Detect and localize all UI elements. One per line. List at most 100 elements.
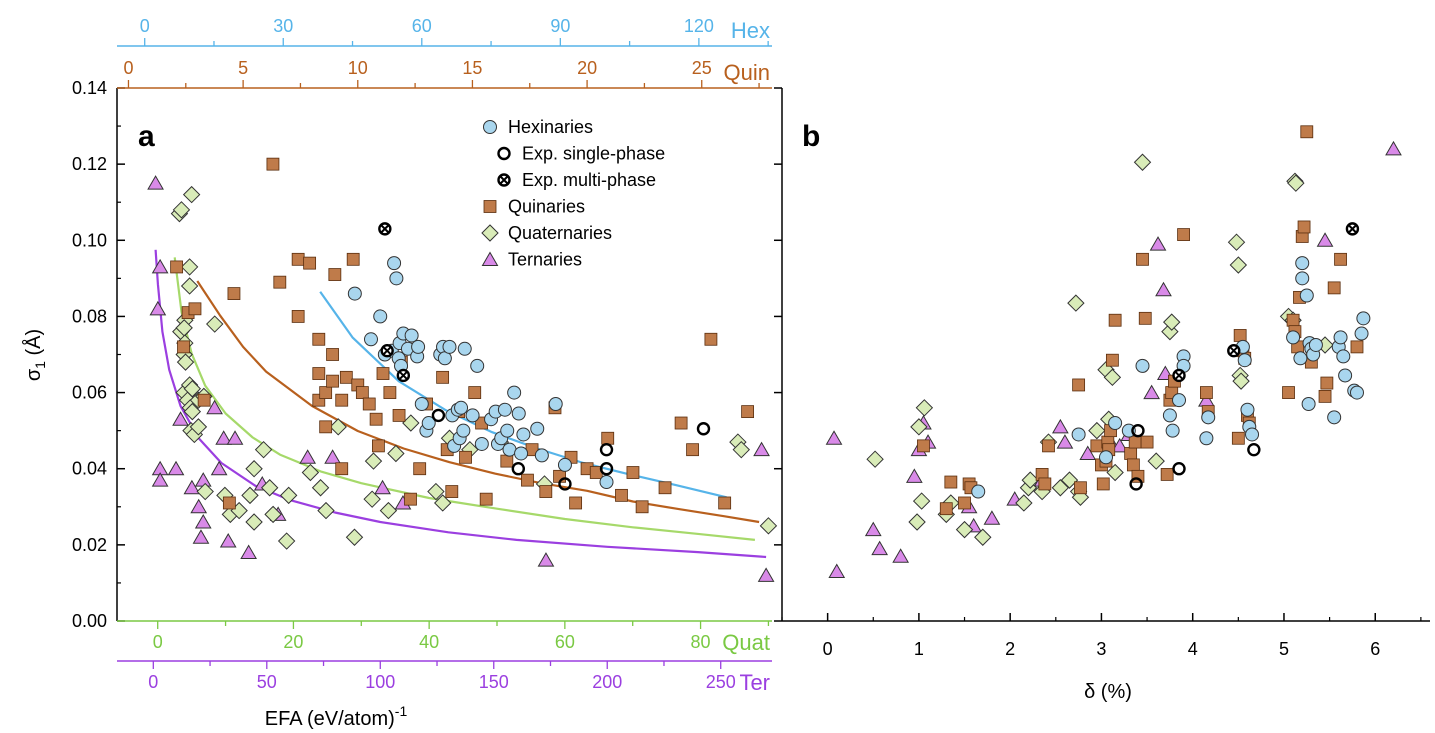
legend-quin-marker bbox=[483, 200, 497, 213]
quin-point bbox=[339, 370, 353, 384]
quin-marker-shape bbox=[479, 492, 493, 506]
quat-marker-shape bbox=[1133, 153, 1152, 171]
quin-point-b bbox=[1231, 431, 1245, 445]
y-tick-label: 0.08 bbox=[72, 306, 107, 326]
quin-point bbox=[392, 409, 406, 422]
quat-point-b bbox=[1227, 233, 1246, 251]
hex-marker-shape bbox=[1295, 256, 1310, 271]
quin-marker-shape bbox=[1282, 386, 1295, 399]
quat-tick-label: 40 bbox=[419, 632, 439, 652]
hex-point bbox=[411, 339, 426, 354]
hex-point bbox=[507, 385, 522, 400]
quat-marker-shape bbox=[915, 399, 934, 417]
ter-point-b bbox=[1056, 434, 1074, 449]
quin-point bbox=[658, 481, 672, 495]
hex-point-b bbox=[1295, 271, 1310, 286]
x-axis-label-a: EFA (eV/atom)-1 bbox=[265, 703, 408, 730]
exp-multi-cross bbox=[1174, 371, 1184, 380]
ter-point bbox=[240, 544, 258, 559]
quin-point bbox=[188, 302, 202, 316]
hex-marker-shape bbox=[442, 339, 457, 354]
hex-tick-label: 60 bbox=[412, 16, 432, 36]
quat-marker-shape bbox=[189, 418, 208, 436]
hex-point bbox=[465, 408, 480, 423]
ter-marker-shape bbox=[374, 479, 391, 495]
hex-point-b bbox=[1162, 408, 1177, 423]
quin-marker-shape bbox=[1231, 431, 1245, 445]
b-x-tick-label: 6 bbox=[1370, 639, 1380, 659]
quin-marker-shape bbox=[346, 252, 360, 266]
ter-point bbox=[757, 567, 775, 582]
y-axis-label: σ1 (Å) bbox=[22, 329, 48, 381]
quin-marker-shape bbox=[362, 397, 376, 411]
quin-marker-shape bbox=[1286, 313, 1300, 327]
quat-marker-shape bbox=[317, 501, 335, 520]
quin-marker-shape bbox=[1199, 386, 1213, 399]
hex-marker-shape bbox=[1237, 353, 1252, 368]
legend-quin-label: Quinaries bbox=[508, 197, 585, 217]
quat-point-b bbox=[1088, 421, 1106, 440]
quin-marker-shape bbox=[312, 367, 326, 380]
quat-marker-shape bbox=[254, 440, 273, 459]
quin-marker-shape bbox=[372, 439, 385, 453]
quin-marker-shape bbox=[1136, 252, 1149, 266]
hex-point-b bbox=[1327, 410, 1342, 425]
quat-point bbox=[264, 505, 282, 524]
hex-point-b bbox=[1336, 349, 1351, 364]
exp_multi-point bbox=[378, 222, 392, 236]
exp_single-point bbox=[558, 477, 572, 491]
panel-b-label: b bbox=[802, 120, 820, 153]
quat-marker-shape bbox=[183, 402, 202, 421]
quin-marker-shape bbox=[1300, 125, 1314, 139]
quin-point bbox=[436, 370, 450, 384]
hex-marker-shape bbox=[404, 328, 419, 343]
quat-marker-shape bbox=[481, 224, 499, 242]
quin-point bbox=[355, 386, 369, 399]
hex-fit-curve bbox=[319, 291, 727, 499]
quat-point-b bbox=[1051, 479, 1070, 497]
ter-marker-shape bbox=[757, 567, 775, 582]
exp-single-marker-shape bbox=[431, 408, 446, 423]
quin-point bbox=[718, 496, 732, 510]
y-tick-label: 0.10 bbox=[72, 230, 107, 250]
b-x-tick-label: 2 bbox=[1005, 639, 1015, 659]
ter-point bbox=[183, 479, 201, 495]
quat-marker-shape bbox=[172, 201, 191, 219]
quin-marker-shape bbox=[658, 481, 672, 495]
panel-a: 0.00 0.02 0.04 0.06 0.08 0.10 0.12 0.14 0 30 60 90 1… bbox=[72, 16, 783, 695]
quat-marker-shape bbox=[364, 452, 383, 470]
quat-marker-shape bbox=[183, 380, 202, 398]
quin-marker-shape bbox=[686, 443, 699, 457]
quin-point bbox=[227, 287, 241, 300]
quin-marker-shape bbox=[1327, 281, 1341, 295]
b-x-tick-label: 5 bbox=[1279, 639, 1289, 659]
quin-marker-shape bbox=[413, 462, 427, 476]
quin-point-b bbox=[1350, 340, 1364, 354]
quin-marker-shape bbox=[291, 310, 305, 323]
quin-tick-label: 20 bbox=[577, 58, 597, 78]
exp-multi-cross bbox=[399, 371, 408, 380]
hex-marker-shape bbox=[507, 385, 522, 400]
ter-point-b bbox=[871, 540, 889, 556]
y-tick-label: 0.14 bbox=[72, 78, 107, 98]
quin-point-b bbox=[1074, 481, 1087, 495]
quat-marker-shape bbox=[910, 418, 928, 436]
hex-axis-label: Hex bbox=[731, 18, 770, 43]
quin-marker-shape bbox=[197, 393, 211, 407]
hex-marker-shape bbox=[516, 427, 531, 442]
quin-marker-shape bbox=[222, 496, 236, 510]
quat-marker-shape bbox=[279, 486, 298, 505]
quat-point bbox=[311, 479, 330, 497]
quat-tick-label: 0 bbox=[153, 632, 163, 652]
quin-point bbox=[635, 500, 649, 514]
hex-tick-label: 30 bbox=[273, 16, 293, 36]
quat-marker-shape bbox=[1161, 322, 1179, 341]
hex-marker-shape bbox=[421, 416, 436, 431]
ter-marker-shape bbox=[1079, 445, 1097, 460]
ter-point-b bbox=[828, 563, 846, 579]
ter-point bbox=[226, 430, 244, 445]
quat-point bbox=[387, 444, 405, 463]
exp-single-marker-shape bbox=[1172, 462, 1186, 476]
quat-point bbox=[277, 532, 296, 550]
hex-marker-shape bbox=[373, 309, 388, 324]
